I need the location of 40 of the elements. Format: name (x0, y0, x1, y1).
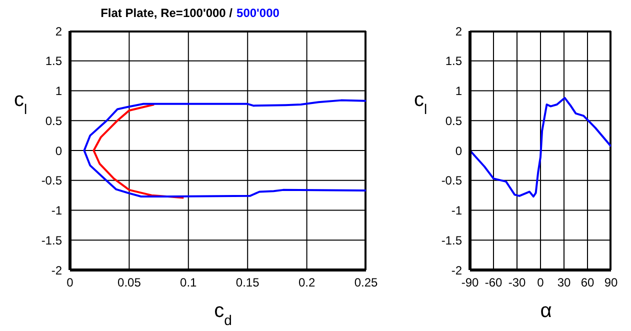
x-tick-label: -90 (461, 276, 479, 290)
x-tick-label: 0 (66, 276, 74, 290)
x-tick-label: 0.15 (236, 276, 260, 290)
y-tick-label: -1.5 (41, 233, 62, 248)
y-tick-label: 1 (55, 84, 62, 98)
x-tick-label: 0.25 (354, 276, 378, 290)
y-tick-label: 1.5 (445, 54, 462, 68)
x-tick-label: 0.1 (180, 276, 198, 290)
chart-title: Flat Plate, Re=100'000 / (100, 6, 233, 20)
y-tick-label: 1.5 (45, 54, 62, 68)
x-tick-label: 30 (557, 276, 571, 290)
x-tick-label: 0.05 (118, 276, 142, 290)
y-tick-label: 2 (55, 24, 62, 38)
x-tick-label: 90 (604, 276, 618, 290)
y-tick-label: 0 (55, 144, 62, 158)
y-tick-label: 0 (455, 144, 462, 158)
y-tick-label: -0.5 (441, 174, 462, 188)
x-tick-label: 0.2 (298, 276, 316, 290)
y-tick-label: 0.5 (445, 114, 462, 128)
text: 500'000 (236, 6, 280, 20)
y-tick-label: -2 (51, 263, 62, 278)
y-tick-label: 2 (455, 24, 462, 38)
y-tick-label: 1 (455, 84, 462, 98)
x-tick-label: -60 (484, 276, 502, 290)
y-tick-label: -1.5 (441, 233, 462, 248)
x-tick-label: 0 (537, 276, 544, 290)
x-tick-label: 60 (580, 276, 594, 290)
y-tick-label: -1 (451, 204, 462, 218)
line-series (470, 96, 611, 198)
y-axis-title: c$_{l}$ (414, 89, 428, 117)
line-series (92, 103, 185, 199)
y-axis-title: c$_{l}$ (14, 89, 28, 117)
y-tick-label: -2 (451, 263, 462, 278)
line-series (83, 99, 366, 198)
x-axis-title: c$_{d}$ (214, 300, 232, 328)
x-tick-label: -30 (508, 276, 526, 290)
y-tick-label: -1 (51, 204, 62, 218)
y-tick-label: -0.5 (41, 174, 62, 188)
x-axis-title: α (540, 300, 552, 322)
y-tick-label: 0.5 (45, 114, 62, 128)
